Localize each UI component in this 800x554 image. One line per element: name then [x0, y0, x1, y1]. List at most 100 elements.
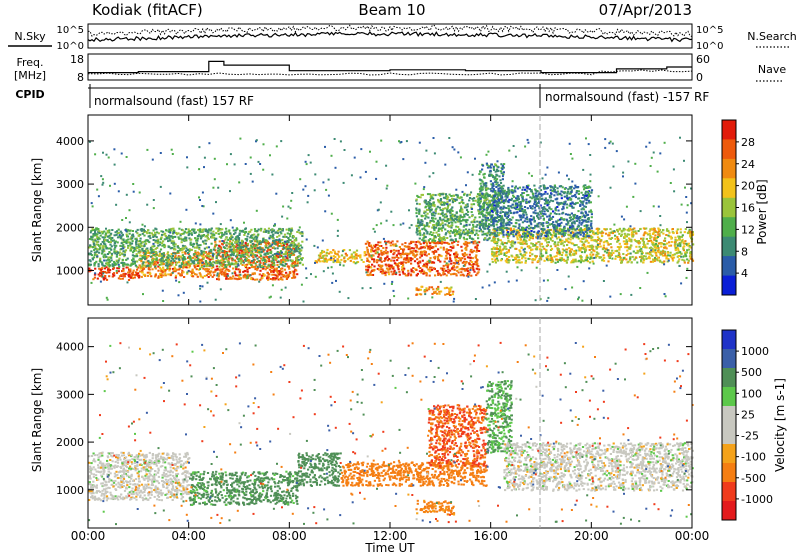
- heatmap-cell: [450, 216, 453, 219]
- heatmap-cell: [334, 256, 337, 258]
- heatmap-cell: [167, 273, 170, 276]
- heatmap-cell: [380, 249, 383, 252]
- heatmap-cell: [139, 254, 142, 257]
- heatmap-cell: [135, 247, 138, 249]
- heatmap-cell: [400, 256, 403, 259]
- heatmap-cell: [609, 231, 613, 234]
- heatmap-cell: [458, 215, 461, 218]
- heatmap-cell: [178, 237, 181, 240]
- heatmap-cell: [88, 259, 91, 262]
- heatmap-cell: [668, 231, 671, 234]
- heatmap-cell: [465, 274, 468, 277]
- heatmap-cell: [177, 236, 180, 239]
- heatmap-cell: [654, 234, 657, 237]
- heatmap-cell: [210, 232, 213, 235]
- heatmap-cell: [288, 275, 291, 278]
- heatmap-cell: [197, 268, 201, 271]
- heatmap-cell: [125, 240, 128, 243]
- heatmap-cell: [297, 242, 300, 245]
- heatmap-cell: [531, 243, 534, 245]
- heatmap-cell: [127, 275, 131, 278]
- heatmap-cell: [253, 228, 257, 231]
- heatmap-cell: [108, 234, 111, 237]
- heatmap-cell: [259, 278, 262, 281]
- heatmap-cell: [125, 239, 128, 242]
- heatmap-cell: [421, 220, 424, 223]
- heatmap-cell: [452, 199, 456, 202]
- heatmap-cell: [119, 244, 122, 247]
- heatmap-cell: [688, 231, 691, 234]
- heatmap-cell: [440, 229, 443, 232]
- heatmap-cell: [458, 219, 461, 222]
- heatmap-cell: [465, 246, 468, 249]
- heatmap-cell: [468, 241, 471, 244]
- heatmap-cell: [380, 251, 383, 254]
- heatmap-cell: [174, 252, 177, 255]
- heatmap-cell: [153, 245, 156, 248]
- heatmap-cell: [297, 245, 300, 247]
- heatmap-cell: [648, 232, 651, 235]
- heatmap-cell: [217, 277, 220, 280]
- heatmap-cell: [248, 263, 251, 265]
- heatmap-cell: [471, 215, 474, 218]
- heatmap-cell: [638, 245, 641, 248]
- heatmap-cell: [196, 265, 199, 267]
- heatmap-cell: [488, 201, 492, 204]
- heatmap-cell: [507, 250, 510, 253]
- heatmap-cell: [467, 210, 470, 213]
- heatmap-cell: [270, 263, 273, 266]
- heatmap-cell: [248, 230, 251, 233]
- heatmap-cell: [617, 251, 621, 254]
- heatmap-cell: [282, 275, 285, 278]
- heatmap-cell: [154, 274, 157, 277]
- heatmap-cell: [223, 260, 226, 263]
- heatmap-cell: [148, 261, 151, 264]
- heatmap-cell: [184, 261, 187, 264]
- heatmap-cell: [628, 258, 632, 261]
- heatmap-cell: [425, 203, 428, 205]
- heatmap-cell: [100, 272, 103, 274]
- heatmap-cell: [453, 268, 456, 271]
- heatmap-cell: [471, 231, 474, 234]
- heatmap-cell: [190, 238, 193, 241]
- heatmap-cell: [101, 246, 104, 249]
- heatmap-cell: [401, 243, 404, 246]
- heatmap-cell: [96, 277, 99, 280]
- heatmap-cell: [472, 229, 475, 232]
- heatmap-cell: [459, 205, 463, 208]
- heatmap-cell: [477, 210, 480, 213]
- heatmap-cell: [167, 234, 171, 237]
- heatmap-cell: [220, 263, 223, 266]
- heatmap-cell: [262, 273, 265, 275]
- heatmap-cell: [419, 253, 422, 256]
- heatmap-cell: [96, 241, 99, 244]
- heatmap-cell: [229, 256, 232, 259]
- heatmap-cell: [225, 241, 228, 244]
- heatmap-cell: [144, 242, 148, 245]
- heatmap-cell: [154, 239, 157, 242]
- heatmap-cell: [173, 268, 176, 271]
- heatmap-cell: [203, 262, 206, 265]
- heatmap-cell: [284, 255, 287, 258]
- heatmap-cell: [458, 234, 462, 237]
- heatmap-cell: [110, 254, 113, 257]
- heatmap-cell: [238, 276, 241, 279]
- heatmap-cell: [428, 270, 431, 272]
- heatmap-cell: [464, 241, 467, 244]
- heatmap-cell: [416, 202, 419, 205]
- heatmap-cell: [240, 254, 243, 257]
- heatmap-cell: [88, 263, 91, 266]
- heatmap-cell: [319, 253, 322, 256]
- heatmap-cell: [234, 249, 237, 251]
- heatmap-cell: [449, 217, 452, 220]
- heatmap-cell: [420, 224, 423, 226]
- heatmap-cell: [575, 249, 578, 252]
- heatmap-cell: [101, 263, 104, 266]
- heatmap-cell: [198, 272, 201, 275]
- heatmap-cell: [529, 237, 532, 240]
- heatmap-cell: [235, 268, 238, 271]
- heatmap-cell: [608, 256, 611, 259]
- heatmap-cell: [112, 266, 116, 269]
- heatmap-cell: [132, 251, 135, 254]
- heatmap-cell: [92, 240, 95, 243]
